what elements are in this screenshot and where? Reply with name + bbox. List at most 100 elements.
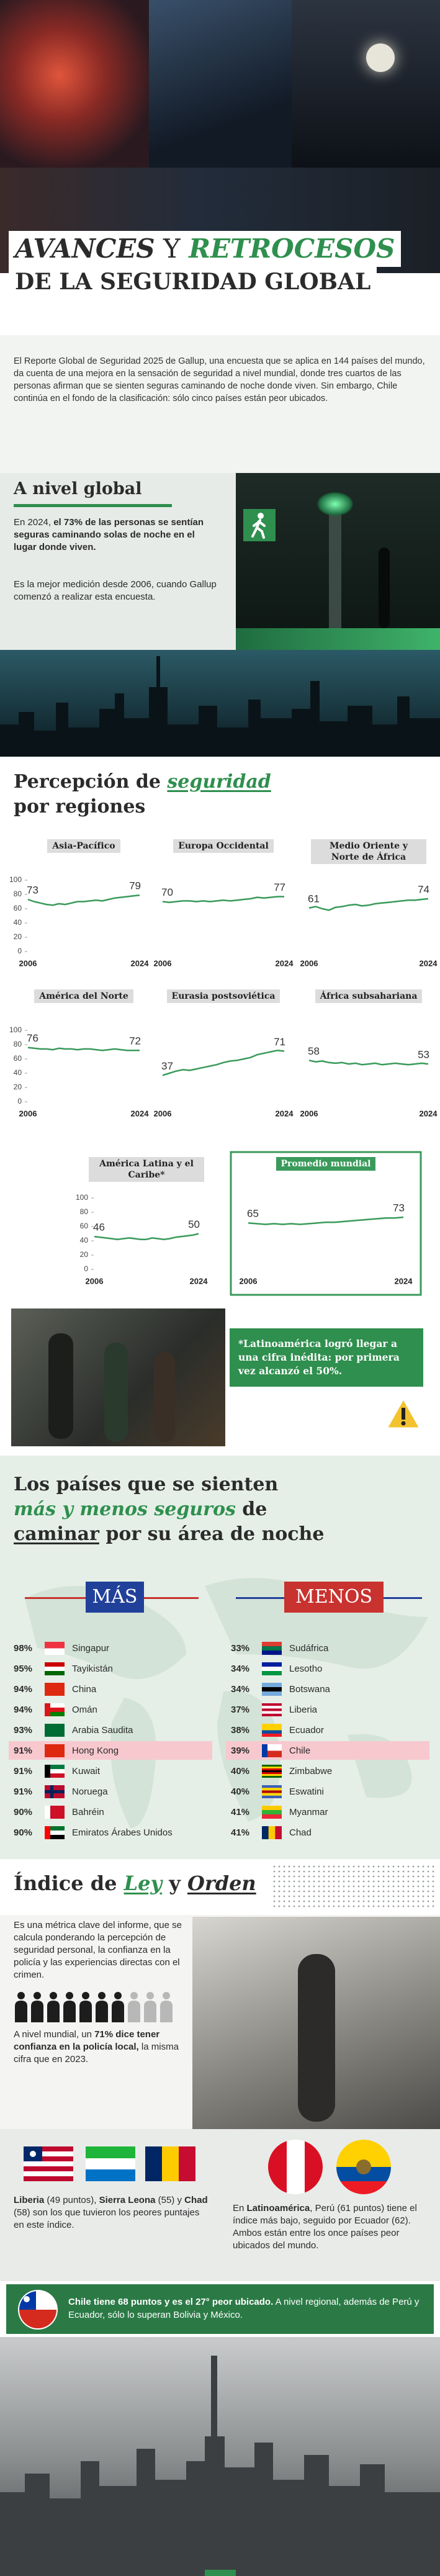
country-row: 38% Ecuador xyxy=(226,1721,429,1739)
y-tick-label: 100 xyxy=(76,1193,88,1202)
flag xyxy=(262,1723,282,1737)
country-row: 91% Noruega xyxy=(9,1782,212,1801)
y-tick-label: 100 xyxy=(9,875,22,884)
flag-stripe xyxy=(45,1703,65,1708)
flag-band xyxy=(45,1805,50,1819)
country-share: 39% xyxy=(231,1745,250,1756)
flag-stripe xyxy=(45,1834,65,1839)
y-tick-label: 0 xyxy=(84,1264,88,1273)
person-body xyxy=(96,2001,108,2022)
section-heading: A nivel global xyxy=(14,479,142,498)
flag xyxy=(45,1662,65,1675)
y-tick-label: 0 xyxy=(17,1097,22,1106)
flag-stripe xyxy=(45,1723,65,1737)
country-row: 91% Kuwait xyxy=(9,1762,212,1780)
country-name: Chile xyxy=(289,1745,311,1756)
flag xyxy=(262,1826,282,1839)
highlight-frame xyxy=(230,1151,422,1296)
exclamation-dot xyxy=(401,1421,406,1426)
person-head xyxy=(66,1992,73,1999)
flag xyxy=(262,1682,282,1696)
country-share: 40% xyxy=(231,1786,250,1797)
woman-photo xyxy=(192,1917,440,2129)
silhouette xyxy=(379,547,390,628)
flag-stripe xyxy=(262,1790,282,1793)
country-name: Noruega xyxy=(72,1786,108,1797)
global-text: En 2024, el 73% de las personas se sentí… xyxy=(14,516,218,554)
flag-band xyxy=(45,1764,50,1778)
flag-stripe xyxy=(262,1646,282,1651)
country-name: Arabia Saudita xyxy=(72,1724,133,1736)
flag xyxy=(262,1805,282,1819)
country-name: Tayikistán xyxy=(72,1663,113,1674)
country-share: 37% xyxy=(231,1704,250,1715)
country-name: Chad xyxy=(289,1827,312,1838)
flag-stripe xyxy=(262,1703,282,1706)
text-run: 71% dice tener confianza en la policía l… xyxy=(14,2029,160,2052)
country-name: Sudáfrica xyxy=(289,1642,329,1654)
person-head xyxy=(98,1992,106,1999)
flag-stripe xyxy=(268,1826,276,1839)
silhouette xyxy=(298,1954,335,2122)
country-share: 91% xyxy=(14,1765,33,1777)
index-text: Es una métrica clave del informe, que se… xyxy=(14,1920,182,1980)
x-tick-label: 2024 xyxy=(131,958,150,968)
skyline-photo xyxy=(0,650,440,757)
flag-stripe xyxy=(45,1707,65,1712)
photo-tile xyxy=(292,0,440,168)
flag-stripe xyxy=(262,1775,282,1778)
section-heading: Los países que se sienten más y menos se… xyxy=(14,1472,324,1547)
flag-stripe xyxy=(45,1666,65,1671)
country-name: Bahréin xyxy=(72,1806,104,1817)
flag-stripe xyxy=(262,1772,282,1774)
flag-stripe xyxy=(45,1670,65,1675)
person-body xyxy=(47,2001,60,2022)
flag-body xyxy=(19,2291,56,2328)
country-name: Liberia xyxy=(289,1704,318,1715)
chart-title: América Latina y el Caribe* xyxy=(89,1157,204,1182)
flag xyxy=(262,1662,282,1675)
country-name: Omán xyxy=(72,1704,97,1715)
country-name: Zimbabwe xyxy=(289,1765,333,1777)
chart-title-wrap: Europa Occidental xyxy=(150,839,297,853)
flag-chile xyxy=(18,2290,58,2330)
series-line xyxy=(308,898,429,911)
country-share: 41% xyxy=(231,1806,250,1817)
exclamation xyxy=(402,1408,405,1420)
y-tick-label: 60 xyxy=(14,1054,22,1063)
text-run: más y menos seguros xyxy=(14,1498,236,1520)
city-photo xyxy=(0,2337,440,2576)
title-line: AVANCES Y RETROCESOS xyxy=(9,231,402,267)
intro-bg xyxy=(0,335,440,473)
flag-stripe xyxy=(45,1830,65,1835)
chart-title: Medio Oriente y Norte de África xyxy=(311,839,426,864)
country-share: 94% xyxy=(14,1683,33,1695)
person-head xyxy=(130,1992,138,1999)
photo-tile xyxy=(149,0,292,168)
flag-ecuador xyxy=(336,2140,391,2194)
x-tick-label: 2006 xyxy=(19,958,37,968)
country-name: Singapur xyxy=(72,1642,110,1654)
flag-stripe xyxy=(262,1785,282,1788)
dot-pattern xyxy=(273,1865,434,1909)
y-tick-label: 80 xyxy=(14,889,22,898)
flag-cross xyxy=(45,1790,65,1793)
person-head xyxy=(114,1992,122,1999)
flag-stripe xyxy=(45,1764,65,1769)
person-body xyxy=(31,2001,43,2022)
person-head xyxy=(163,1992,170,1999)
hero-photo xyxy=(0,0,440,273)
flag-stripe xyxy=(275,1826,282,1839)
data-label: 77 xyxy=(274,881,285,893)
more-label: MÁS xyxy=(86,1582,144,1613)
index-text: A nivel mundial, un 71% dice tener confi… xyxy=(14,2029,187,2066)
data-label: 79 xyxy=(129,880,141,892)
country-share: 33% xyxy=(231,1642,250,1654)
flag-peru xyxy=(268,2140,323,2194)
text-run: Los países que se sienten xyxy=(14,1474,279,1495)
data-label: 58 xyxy=(308,1045,320,1057)
country-row: 34% Lesotho xyxy=(226,1659,429,1678)
flag-chad xyxy=(145,2146,195,2181)
latam-flags xyxy=(268,2140,391,2194)
